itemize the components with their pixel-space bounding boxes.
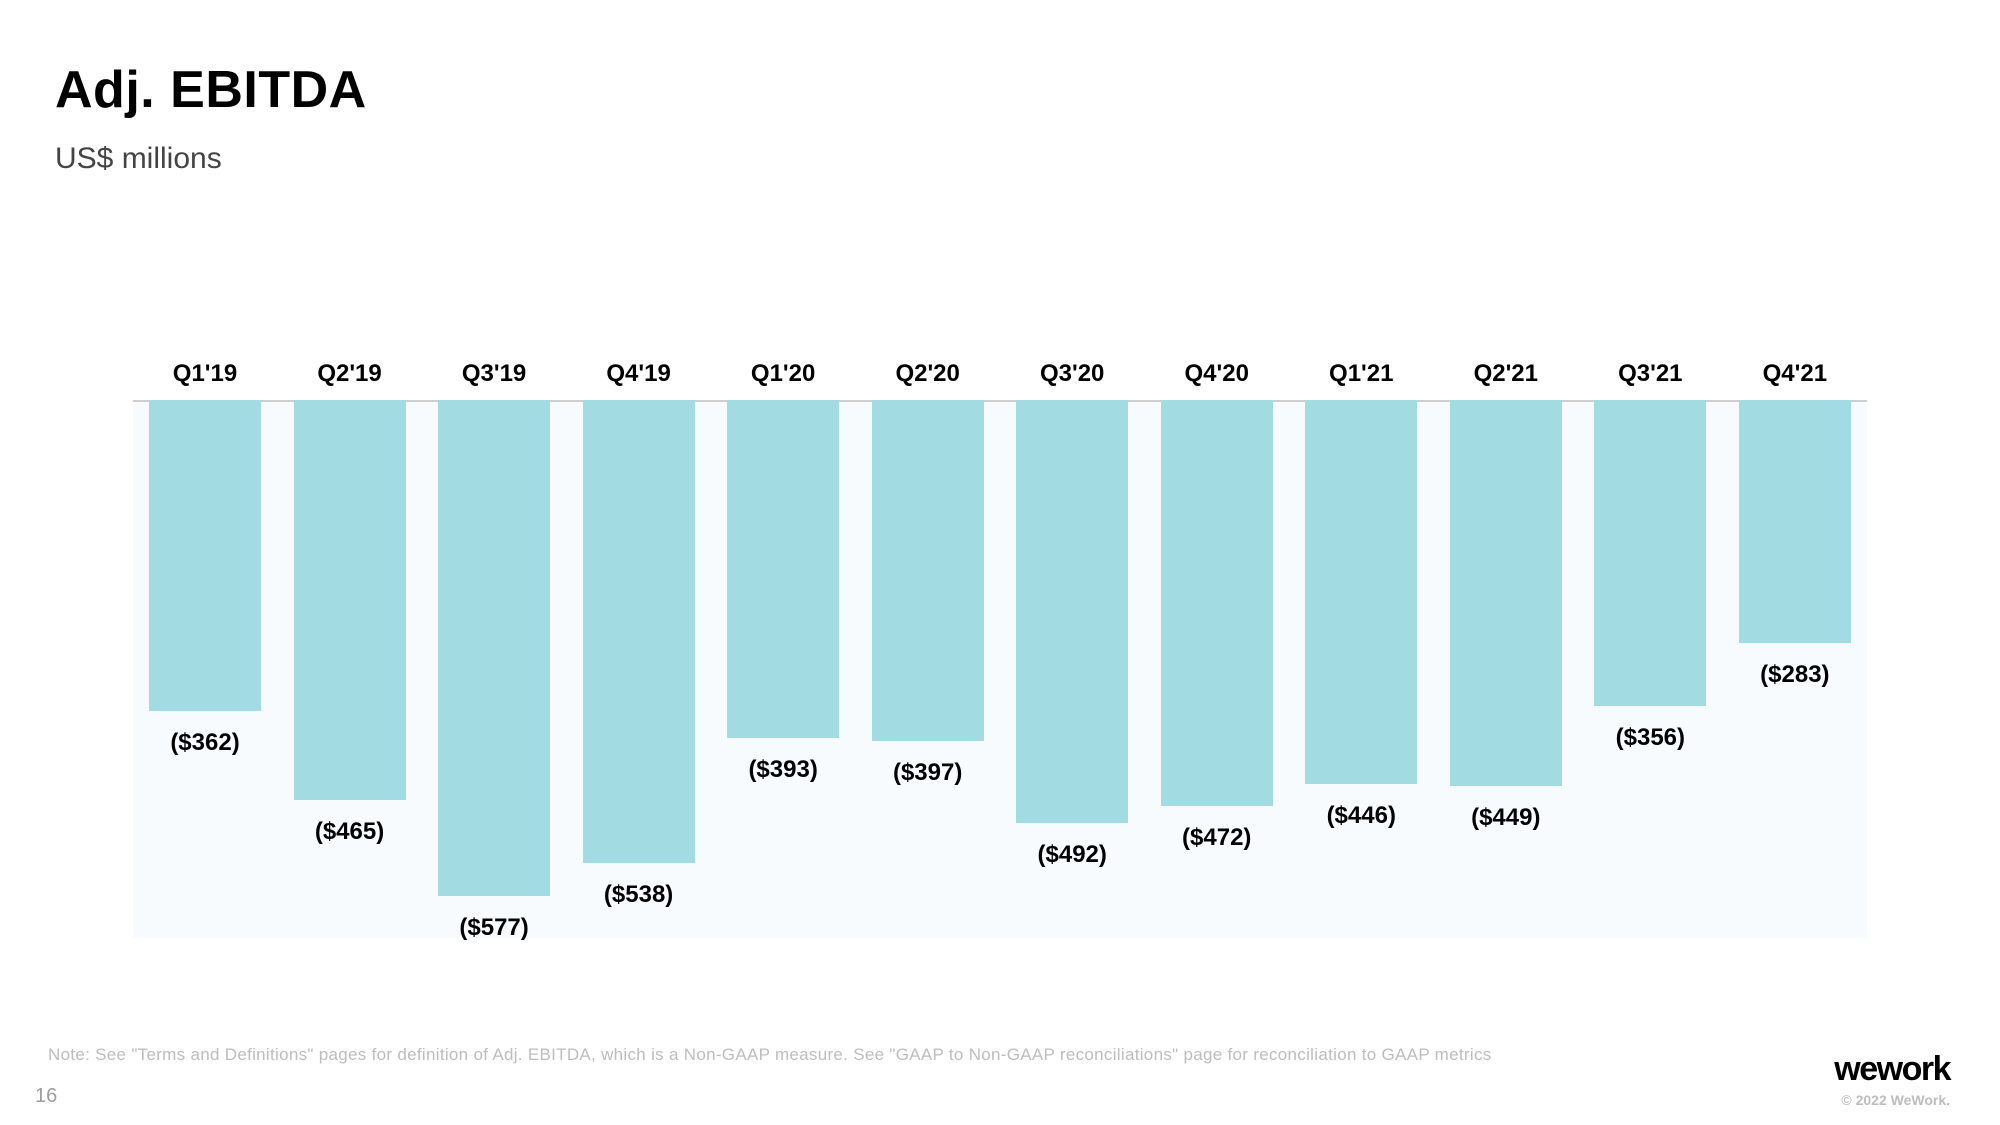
bar (1016, 400, 1128, 823)
category-label: Q1'19 (173, 360, 237, 400)
slide: Adj. EBITDA US$ millions Q1'19 ($362) Q2'1… (0, 0, 2000, 1125)
category-label: Q2'19 (317, 360, 381, 400)
value-label: ($577) (459, 914, 528, 942)
bar-column: Q1'19 ($362) (133, 360, 277, 942)
bar-column: Q3'19 ($577) (422, 360, 566, 942)
category-label: Q3'20 (1040, 360, 1104, 400)
category-label: Q1'21 (1329, 360, 1393, 400)
bar-column: Q2'21 ($449) (1434, 360, 1578, 942)
bar (1161, 400, 1273, 806)
value-label: ($356) (1616, 724, 1685, 752)
bar-column: Q1'20 ($393) (711, 360, 855, 942)
bar-column: Q3'20 ($492) (1000, 360, 1144, 942)
bar (727, 400, 839, 738)
category-label: Q3'19 (462, 360, 526, 400)
value-label: ($538) (604, 881, 673, 909)
bar-column: Q3'21 ($356) (1578, 360, 1722, 942)
bar-column: Q1'21 ($446) (1289, 360, 1433, 942)
category-label: Q2'20 (895, 360, 959, 400)
bar-row: Q1'19 ($362) Q2'19 ($465) Q3'19 ($577) Q4'19 ($… (133, 360, 1867, 942)
value-label: ($362) (170, 729, 239, 757)
category-label: Q1'20 (751, 360, 815, 400)
value-label: ($472) (1182, 824, 1251, 852)
value-label: ($465) (315, 818, 384, 846)
bar-column: Q4'21 ($283) (1723, 360, 1867, 942)
bar-column: Q2'20 ($397) (856, 360, 1000, 942)
bar-column: Q4'20 ($472) (1145, 360, 1289, 942)
bar (583, 400, 695, 863)
category-label: Q4'19 (606, 360, 670, 400)
bar (1594, 400, 1706, 706)
category-label: Q3'21 (1618, 360, 1682, 400)
page-title: Adj. EBITDA (55, 60, 367, 120)
bar (1739, 400, 1851, 643)
bar (149, 400, 261, 711)
category-label: Q4'21 (1763, 360, 1827, 400)
bar (1305, 400, 1417, 784)
bar (294, 400, 406, 800)
ebitda-chart: Q1'19 ($362) Q2'19 ($465) Q3'19 ($577) Q4'19 ($… (133, 360, 1867, 942)
bar-column: Q2'19 ($465) (278, 360, 422, 942)
value-label: ($449) (1471, 804, 1540, 832)
bar (1450, 400, 1562, 786)
bar-column: Q4'19 ($538) (567, 360, 711, 942)
value-label: ($283) (1760, 661, 1829, 689)
value-label: ($397) (893, 759, 962, 787)
page-number: 16 (35, 1085, 57, 1108)
bar (438, 400, 550, 896)
value-label: ($446) (1327, 802, 1396, 830)
value-label: ($492) (1038, 841, 1107, 869)
value-label: ($393) (748, 756, 817, 784)
copyright: © 2022 WeWork. (1841, 1092, 1950, 1108)
category-label: Q2'21 (1474, 360, 1538, 400)
category-label: Q4'20 (1185, 360, 1249, 400)
bar (872, 400, 984, 741)
wework-logo: wework (1834, 1050, 1950, 1089)
footnote: Note: See "Terms and Definitions" pages … (48, 1045, 1492, 1065)
page-subtitle: US$ millions (55, 142, 222, 176)
